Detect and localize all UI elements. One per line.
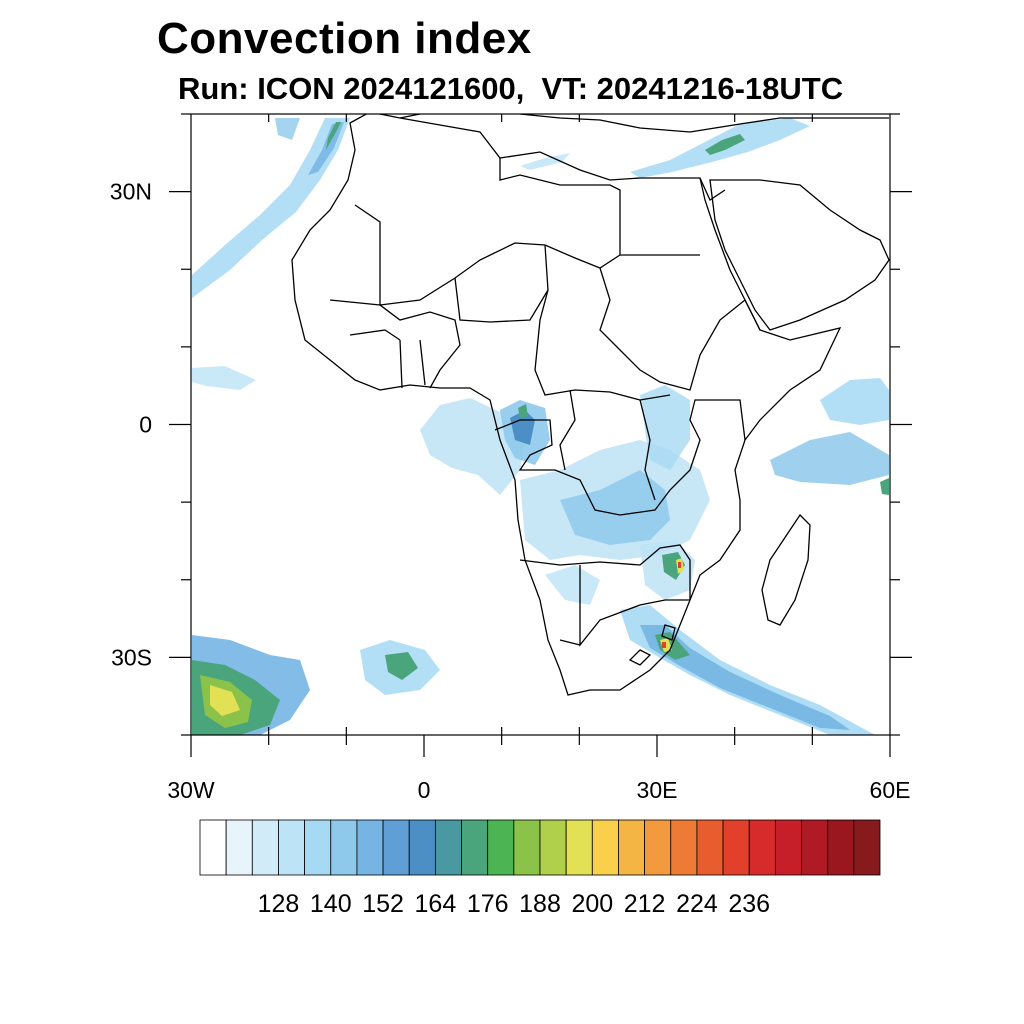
y-tick-label: 30N [110,179,152,205]
border-line [699,177,761,331]
colorbar-swatch [565,819,593,876]
convection-region [520,153,570,170]
colorbar-swatch [382,819,410,876]
colorbar-label: 200 [571,890,613,918]
x-tick-label: 30W [167,777,215,803]
convection-region [308,122,344,175]
colorbar-label: 140 [310,890,352,918]
colorbar-label: 236 [728,890,770,918]
border-line [559,624,676,666]
border-line [454,277,549,323]
colorbar-label: 176 [467,890,509,918]
colorbar-swatch [278,819,306,876]
convection-region [655,632,690,660]
chart-subtitle: Run: ICON 2024121600, VT: 20241216-18UTC [178,71,844,106]
border-line [519,544,691,600]
colorbar-swatch [304,819,332,876]
y-tick-label: 0 [139,412,152,438]
colorbar-swatch [644,819,672,876]
colorbar-swatch [434,819,462,876]
colorbar-label: 212 [624,890,666,918]
border-line [534,244,671,401]
x-tick-label: 30E [637,777,678,803]
border-line [599,267,746,391]
colorbar-swatch [356,819,384,876]
convection-region [192,118,350,298]
convection-region [560,470,670,545]
africa-coastline [291,114,842,696]
colorbar-label: 152 [362,890,404,918]
axis-tick-labels: 30W 0 30E 60E 30N 0 30S [110,179,911,803]
colorbar-swatch [251,819,279,876]
x-tick-label: 0 [418,777,431,803]
colorbar-swatch [748,819,776,876]
border-line [494,399,746,516]
border-line [579,565,690,647]
colorbar [199,819,881,876]
convection-region [420,398,525,495]
colorbar-swatch [461,819,489,876]
colorbar-swatch [330,819,358,876]
convection-region [820,378,889,425]
convection-region [210,685,240,716]
colorbar-swatch [696,819,724,876]
colorbar-swatch [591,819,619,876]
convection-field [192,118,889,735]
convection-region [678,562,681,568]
colorbar-swatch [225,819,253,876]
country-borders [291,114,890,696]
border-line [499,158,621,255]
border-line [354,204,700,306]
convection-region [510,410,535,445]
colorbar-swatch [722,819,750,876]
arabia-coastline [709,179,890,331]
convection-region [385,652,418,680]
colorbar-swatch [801,819,829,876]
europe-coastline [399,114,889,133]
colorbar-swatch [408,819,436,876]
convection-region [640,385,690,470]
colorbar-label: 188 [519,890,561,918]
border-line [559,389,656,501]
chart-title: Convection index [157,14,532,63]
convection-region [518,404,528,418]
convection-region [620,605,875,735]
convection-region [705,134,745,155]
colorbar-label: 224 [676,890,718,918]
convection-region [275,118,300,140]
colorbar-label: 128 [258,890,300,918]
colorbar-swatch [670,819,698,876]
colorbar-swatch [539,819,567,876]
colorbar-swatch [513,819,541,876]
madagascar-coastline [761,513,811,626]
colorbar-label: 164 [415,890,457,918]
colorbar-swatch [487,819,515,876]
convection-region [880,478,889,495]
axis-ticks [169,113,912,757]
colorbar-swatch [853,819,881,876]
border-line [329,299,461,389]
colorbar-labels: 128 140 152 164 176 188 200 212 224 236 [258,890,770,918]
y-tick-label: 30S [111,644,152,670]
convection-region [545,565,600,605]
colorbar-swatch [618,819,646,876]
convection-region [640,625,850,730]
convection-region [770,432,889,485]
convection-region [662,642,666,648]
convection-region [192,366,256,390]
convection-region [326,122,341,150]
colorbar-swatch [774,819,802,876]
border-line [349,329,426,389]
colorbar-swatch [199,819,227,876]
x-tick-label: 60E [870,777,911,803]
colorbar-swatch [827,819,855,876]
